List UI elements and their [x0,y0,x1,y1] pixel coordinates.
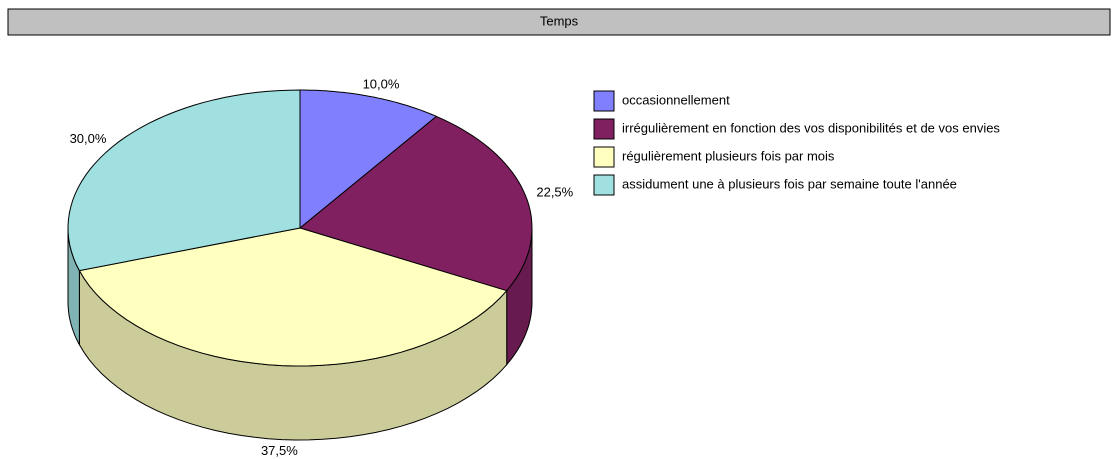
pie-slice [298,115,533,292]
legend-label: irrégulièrement en fonction des vos disp… [622,120,1000,135]
legend-label: occasionnellement [622,92,730,107]
legend-swatch [593,146,615,168]
data-label: 37,5% [261,443,298,458]
pie-slice [78,227,508,367]
data-label: 30,0% [70,131,107,146]
pie-slice [67,89,301,272]
legend-label: régulièrement plusieurs fois par mois [622,148,835,163]
legend-label: assidument une à plusieurs fois par sema… [622,176,957,191]
data-label: 10,0% [363,77,400,92]
title-bar [7,8,1111,36]
data-label: 22,5% [536,184,573,199]
legend-swatch [593,118,615,140]
legend-swatch [593,90,615,112]
chart-title: Temps [540,13,579,28]
legend-swatch [593,174,615,196]
pie-slice [299,89,438,230]
